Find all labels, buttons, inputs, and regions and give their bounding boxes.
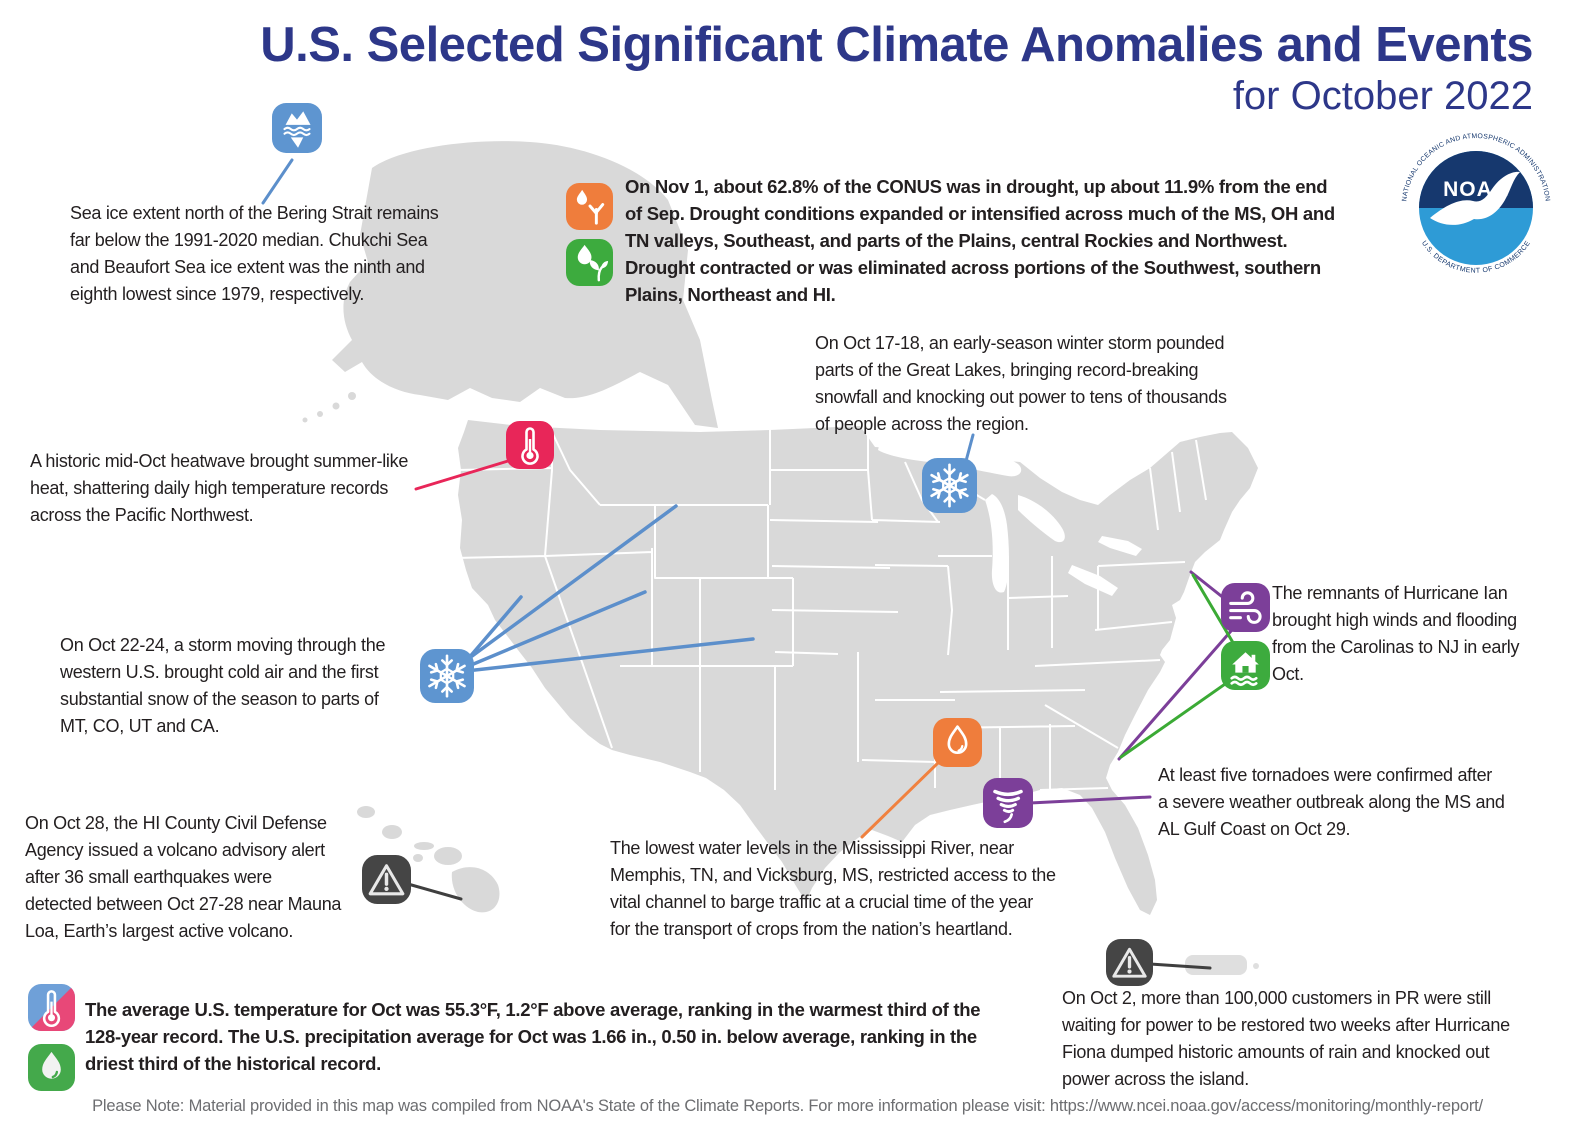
wind-icon: [1221, 583, 1270, 632]
annotation-sea-ice: Sea ice extent north of the Bering Strai…: [70, 203, 439, 304]
alaska-map: [332, 141, 718, 428]
warning-icon: [362, 855, 411, 904]
noaa-bird-icon: [1430, 171, 1520, 225]
annotation-great-lakes-winter-storm: On Oct 17-18, an early-season winter sto…: [815, 333, 1227, 434]
snowflake-icon: [922, 458, 977, 513]
annotation-western-snow-storm: On Oct 22-24, a storm moving through the…: [60, 635, 386, 736]
page-title: U.S. Selected Significant Climate Anomal…: [260, 18, 1533, 120]
noaa-logo: NOAA NATIONAL OCEANIC AND ATMOSPHERIC AD…: [1401, 133, 1550, 275]
thermometer-icon: [506, 421, 554, 469]
puerto-rico-leader-line: [1148, 962, 1212, 970]
annotation-mauna-loa-volcano: On Oct 28, the HI County Civil Defense A…: [25, 813, 342, 941]
hawaii-leader-line: [406, 882, 463, 901]
flood-house-icon: [1221, 641, 1270, 690]
sea-ice-leader-line: [261, 158, 294, 205]
title-line1: U.S. Selected Significant Climate Anomal…: [260, 18, 1533, 72]
precipitation-drop-icon: [28, 1044, 75, 1091]
temperature-icon: [28, 984, 75, 1031]
sea-ice-iceberg-icon: [272, 103, 322, 153]
state-boundaries: [454, 424, 1207, 800]
annotation-drought: On Nov 1, about 62.8% of the CONUS was i…: [625, 176, 1335, 305]
mississippi-leader-line: [860, 758, 943, 839]
great-lakes-snow-leader-line: [964, 433, 975, 463]
title-line2: for October 2022: [1232, 73, 1533, 118]
annotation-hurricane-ian: The remnants of Hurricane Ian brought hi…: [1272, 583, 1520, 684]
water-drop-icon: [933, 718, 982, 767]
annotation-gulf-coast-tornadoes: At least five tornadoes were confirmed a…: [1158, 765, 1505, 839]
great-lakes: [878, 432, 1142, 596]
leader-lines: [261, 158, 1250, 970]
annotation-puerto-rico-power: On Oct 2, more than 100,000 customers in…: [1062, 988, 1510, 1089]
annotation-mississippi-river: The lowest water levels in the Mississip…: [610, 838, 1056, 939]
drought-relief-drop-sprout-icon: [566, 239, 613, 286]
annotation-national-summary: The average U.S. temperature for Oct was…: [85, 999, 981, 1074]
snowflake-icon: [420, 649, 474, 703]
heatwave-leader-line: [414, 459, 510, 491]
warning-icon: [1106, 939, 1153, 986]
noaa-acronym: NOAA: [1443, 178, 1509, 201]
western-snow-leader-lines: [460, 504, 755, 673]
drought-drop-dead-plant-icon: [566, 183, 613, 230]
annotation-pacific-nw-heatwave: A historic mid-Oct heatwave brought summ…: [30, 451, 409, 525]
tornado-leader-line: [1028, 795, 1152, 805]
tornado-icon: [983, 778, 1033, 828]
footer-note: Please Note: Material provided in this m…: [92, 1097, 1483, 1115]
hawaii-islands: [357, 806, 500, 913]
puerto-rico-island: [1185, 955, 1259, 975]
